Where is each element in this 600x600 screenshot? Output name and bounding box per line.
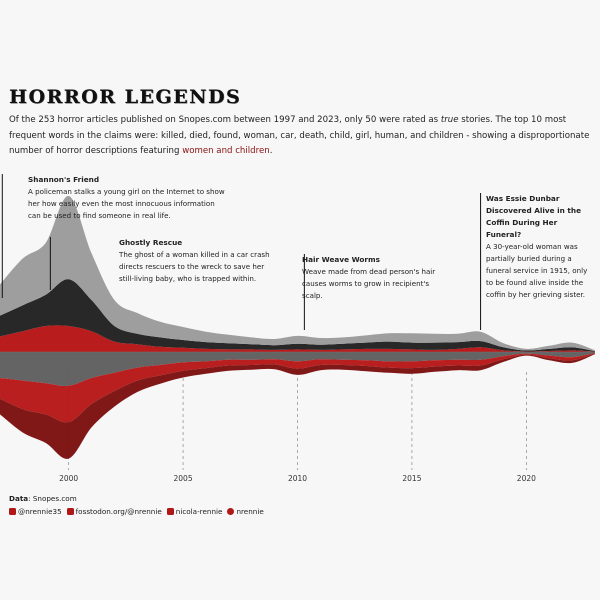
annotation-text: A policeman stalks a young girl on the I… <box>28 187 225 220</box>
stream-band-false-grey <box>0 352 595 386</box>
social-links: @nrennie35 fosstodon.org/@nrennie nicola… <box>9 505 264 518</box>
social-mastodon[interactable]: fosstodon.org/@nrennie <box>66 505 162 518</box>
annotation-title: Shannon's Friend <box>28 175 100 184</box>
twitter-icon <box>9 508 16 515</box>
annotation-text: A 30-year-old woman was partially buried… <box>486 242 588 299</box>
social-handle: fosstodon.org/@nrennie <box>75 507 162 516</box>
github-icon <box>227 508 235 515</box>
caption: Data: Snopes.com @nrennie35 fosstodon.or… <box>9 492 264 518</box>
annotation-shannons-friend: Shannon's Friend A policeman stalks a yo… <box>28 174 228 222</box>
social-handle: @nrennie35 <box>18 507 62 516</box>
annotation-title: Was Essie Dunbar Discovered Alive in the… <box>486 194 582 239</box>
annotation-title: Hair Weave Worms <box>302 255 380 264</box>
social-github[interactable]: nrennie <box>227 505 264 518</box>
chart-title: HORROR LEGENDS <box>9 86 242 108</box>
x-tick-label-2005: 2005 <box>174 474 193 483</box>
data-source: Data: Snopes.com <box>9 494 77 503</box>
annotation-text: Weave made from dead person's hair cause… <box>302 267 436 300</box>
subtitle-highlight: women and children <box>182 146 270 156</box>
social-handle: nrennie <box>236 507 264 516</box>
x-tick-label-2020: 2020 <box>517 474 536 483</box>
stream-band-true-mid <box>0 279 595 352</box>
subtitle-text-2: stories. The top 10 most frequent words … <box>9 115 590 156</box>
stream-band-false-red-2 <box>0 353 595 459</box>
social-handle: nicola-rennie <box>175 507 223 516</box>
annotation-ghostly-rescue: Ghostly Rescue The ghost of a woman kill… <box>119 237 279 285</box>
social-twitter[interactable]: @nrennie35 <box>9 505 62 518</box>
stream-band-true-red <box>0 325 595 352</box>
annotation-title: Ghostly Rescue <box>119 238 183 247</box>
x-tick-label-2015: 2015 <box>402 474 421 483</box>
annotation-hair-weave-worms: Hair Weave Worms Weave made from dead pe… <box>302 254 442 302</box>
stream-band-false-red-1 <box>0 353 595 423</box>
chart-subtitle: Of the 253 horror articles published on … <box>9 113 591 160</box>
annotation-essie-dunbar: Was Essie Dunbar Discovered Alive in the… <box>486 193 594 301</box>
stream-band-true-top <box>0 195 595 352</box>
x-tick-label-2000: 2000 <box>59 474 78 483</box>
annotation-text: The ghost of a woman killed in a car cra… <box>119 250 270 283</box>
social-linkedin[interactable]: nicola-rennie <box>166 505 223 518</box>
subtitle-text-1: Of the 253 horror articles published on … <box>9 115 441 125</box>
data-source-value: Snopes.com <box>32 494 77 503</box>
mastodon-icon <box>66 508 74 515</box>
x-tick-label-2010: 2010 <box>288 474 307 483</box>
subtitle-italic: true <box>440 115 459 125</box>
linkedin-icon <box>166 508 174 515</box>
subtitle-text-3: . <box>269 146 273 156</box>
data-source-label: Data <box>9 494 29 503</box>
